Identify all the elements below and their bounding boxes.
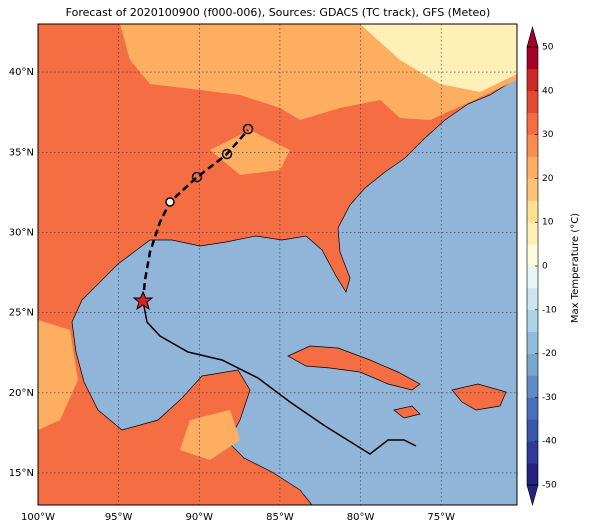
colorbar-segment bbox=[527, 287, 538, 311]
y-tick-label: 30°N bbox=[9, 227, 34, 238]
colorbar-tick-label: 30 bbox=[542, 130, 554, 140]
colorbar-tick-label: -20 bbox=[542, 349, 557, 359]
y-tick-label: 20°N bbox=[9, 388, 34, 399]
colorbar-segment bbox=[527, 47, 538, 70]
y-tick-label: 40°N bbox=[9, 67, 34, 78]
colorbar-tick-label: -30 bbox=[542, 393, 557, 403]
warm-zone bbox=[180, 410, 240, 460]
map bbox=[38, 24, 517, 505]
colorbar-tick-label: -40 bbox=[542, 437, 557, 447]
colorbar-segment bbox=[527, 441, 538, 464]
colorbar-segment bbox=[527, 353, 538, 376]
colorbar-tick-label: 40 bbox=[542, 86, 554, 96]
colorbar-segment bbox=[527, 134, 538, 157]
colorbar-segment bbox=[527, 244, 538, 267]
y-tick-label: 25°N bbox=[9, 308, 34, 319]
colorbar-tick-label: 0 bbox=[542, 262, 548, 272]
colorbar bbox=[526, 25, 539, 507]
colorbar-segment bbox=[527, 156, 538, 179]
colorbar-segment bbox=[527, 331, 538, 354]
cool-zone bbox=[360, 24, 517, 92]
jamaica bbox=[393, 405, 421, 419]
north-america bbox=[38, 24, 517, 505]
colorbar-tick-label: -10 bbox=[542, 305, 557, 315]
colorbar-segment bbox=[527, 463, 538, 486]
colorbar-segment bbox=[527, 178, 538, 201]
colorbar-segment bbox=[527, 90, 538, 113]
map-frame bbox=[37, 23, 518, 506]
colorbar-tick-label: 50 bbox=[542, 43, 554, 53]
colorbar-segment bbox=[527, 419, 538, 442]
colorbar-extend-bottom bbox=[526, 484, 539, 507]
colorbar-segment bbox=[527, 309, 538, 332]
x-tick-label: 90°W bbox=[185, 512, 213, 523]
warm-zone bbox=[38, 320, 78, 430]
track-point bbox=[221, 148, 233, 160]
y-tick-label: 35°N bbox=[9, 147, 34, 158]
colorbar-segment bbox=[527, 200, 538, 223]
hispaniola bbox=[451, 383, 507, 411]
colorbar-segment bbox=[527, 397, 538, 420]
colorbar-tick-label: 10 bbox=[542, 218, 554, 228]
title: Forecast of 2020100900 (f000-006), Sourc… bbox=[66, 6, 491, 19]
x-tick-label: 75°W bbox=[427, 512, 455, 523]
colorbar-segment bbox=[527, 266, 538, 289]
cuba bbox=[287, 345, 421, 391]
x-tick-label: 95°W bbox=[105, 512, 133, 523]
past-track bbox=[142, 300, 417, 455]
x-tick-label: 80°W bbox=[347, 512, 375, 523]
forecast-track bbox=[141, 129, 249, 302]
colorbar-segment bbox=[527, 112, 538, 135]
colorbar-segment bbox=[527, 222, 538, 245]
x-tick-label: 85°W bbox=[266, 512, 294, 523]
x-tick-label: 100°W bbox=[21, 512, 55, 523]
colorbar-segment bbox=[527, 68, 538, 92]
track-point bbox=[191, 171, 203, 183]
colorbar-tick-label: 20 bbox=[542, 174, 554, 184]
track-point bbox=[242, 123, 254, 135]
track-point bbox=[165, 197, 175, 207]
storm-position bbox=[132, 290, 154, 311]
colorbar-extend-top bbox=[526, 25, 539, 48]
colorbar-label: Max Temperature (°C) bbox=[570, 213, 581, 323]
colorbar-tick-label: -50 bbox=[542, 481, 557, 491]
y-tick-label: 15°N bbox=[9, 468, 34, 479]
colorbar-segment bbox=[527, 375, 538, 398]
